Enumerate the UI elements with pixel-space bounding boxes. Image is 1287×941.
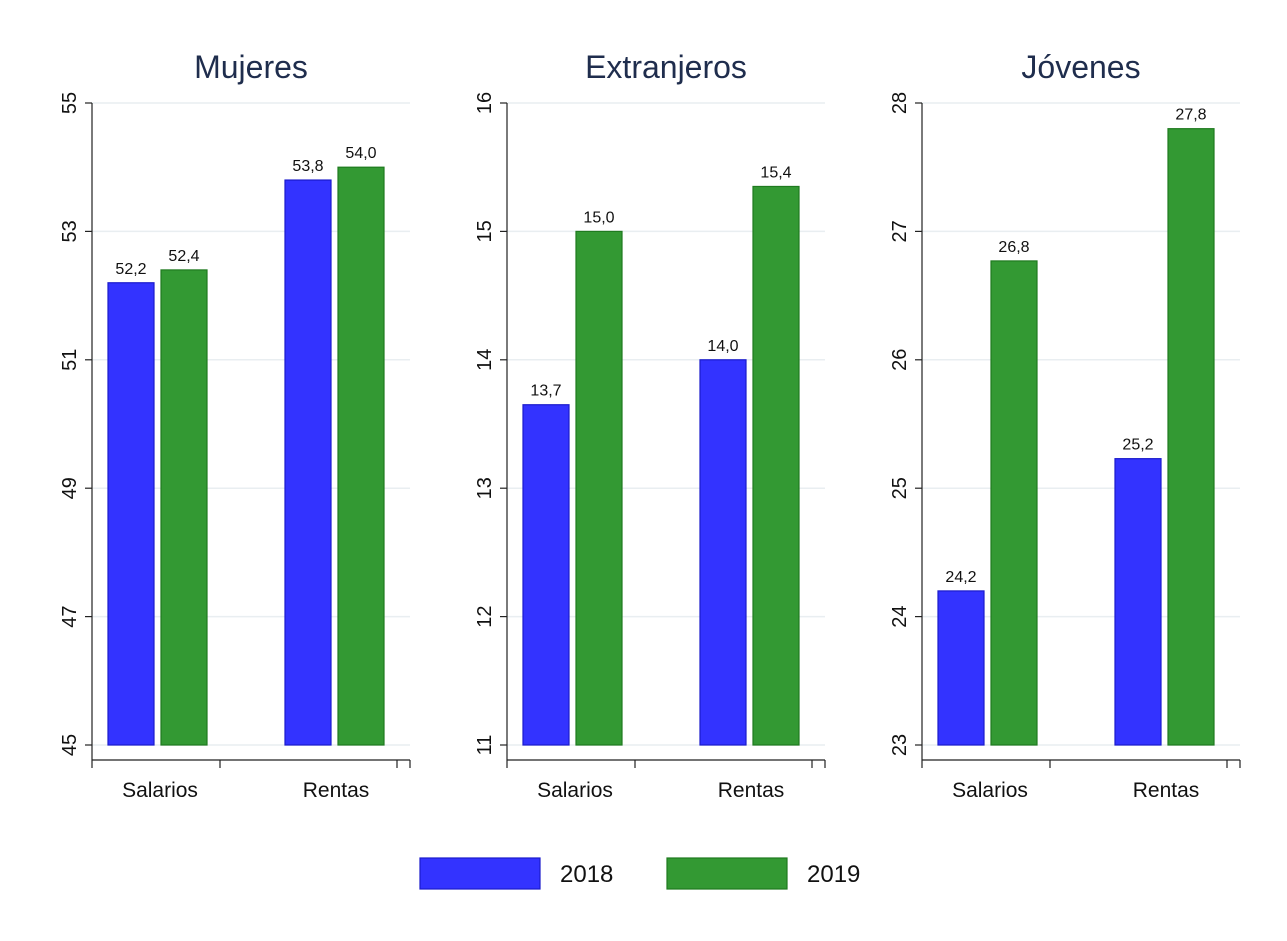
data-label: 52,2 (115, 261, 146, 278)
bar-2018-salarios (522, 404, 570, 746)
bar-2019-salarios (575, 230, 623, 746)
bar-2018-salarios (937, 590, 985, 746)
legend-swatch-2018 (419, 857, 541, 890)
data-label: 13,7 (530, 383, 561, 400)
legend: 2018 2019 (419, 857, 860, 890)
data-label: 53,8 (292, 158, 323, 175)
y-tick-label: 55 (59, 92, 81, 114)
y-tick-label: 15 (474, 220, 496, 242)
category-label: Rentas (303, 779, 370, 802)
bar-2018-rentas (284, 179, 332, 746)
y-tick-label: 45 (59, 734, 81, 756)
y-tick-label: 51 (59, 349, 81, 371)
bar-2019-salarios (160, 269, 208, 746)
bar-2019-salarios (990, 260, 1038, 746)
y-tick-label: 11 (474, 735, 496, 756)
y-tick-label: 14 (474, 349, 496, 371)
y-tick-label: 28 (889, 92, 911, 114)
panel-title: Mujeres (194, 49, 308, 85)
data-label: 52,4 (168, 248, 199, 265)
y-tick-label: 12 (474, 605, 496, 627)
bar-2018-rentas (699, 359, 747, 746)
data-label: 27,8 (1175, 107, 1206, 124)
category-label: Rentas (1133, 779, 1200, 802)
y-tick-label: 47 (59, 605, 81, 627)
category-label: Rentas (718, 779, 785, 802)
data-label: 54,0 (345, 145, 376, 162)
panel-2: Jóvenes 23 24 25 26 27 28 Salarios Rentas 24,2 26,… (889, 49, 1241, 802)
data-label: 24,2 (945, 569, 976, 586)
data-label: 26,8 (998, 239, 1029, 256)
y-tick-label: 23 (889, 734, 911, 756)
bar-2018-rentas (1114, 458, 1162, 746)
y-tick-label: 24 (889, 605, 911, 627)
category-label: Salarios (122, 779, 198, 802)
data-label: 15,4 (760, 164, 791, 181)
panel-title: Jóvenes (1021, 49, 1140, 85)
bar-2019-rentas (337, 166, 385, 746)
y-tick-label: 13 (474, 477, 496, 499)
legend-label: 2018 (560, 861, 613, 888)
panel-1: Extranjeros 11 12 13 14 15 16 Salarios Rentas 13,… (474, 49, 826, 802)
panel-0: Mujeres 45 47 49 51 53 55 Salarios Rentas 52,2 52,… (59, 49, 411, 802)
data-label: 15,0 (583, 209, 614, 226)
data-label: 14,0 (707, 338, 738, 355)
bar-2019-rentas (752, 185, 800, 746)
legend-swatch-2019 (666, 857, 788, 890)
panel-title: Extranjeros (585, 49, 747, 85)
category-label: Salarios (537, 779, 613, 802)
y-tick-label: 16 (474, 92, 496, 114)
category-label: Salarios (952, 779, 1028, 802)
y-tick-label: 25 (889, 477, 911, 499)
y-tick-label: 26 (889, 349, 911, 371)
data-label: 25,2 (1122, 437, 1153, 454)
y-tick-label: 49 (59, 477, 81, 499)
bar-2018-salarios (107, 282, 155, 746)
y-tick-label: 27 (889, 220, 911, 242)
y-tick-label: 53 (59, 220, 81, 242)
bar-2019-rentas (1167, 128, 1215, 746)
legend-label: 2019 (807, 861, 860, 888)
